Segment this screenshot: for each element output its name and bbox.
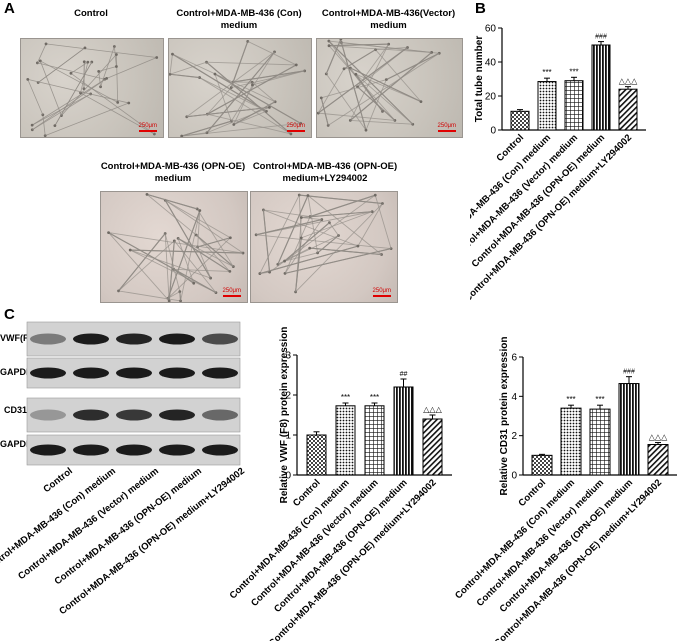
y-tick-label: 20	[485, 92, 497, 103]
blot-lane-label: Control	[41, 466, 74, 495]
scale-bar-label: 250μm	[139, 123, 157, 129]
x-tick-label: Control+MDA-MB-436 (Vector) medium	[249, 477, 381, 609]
micrograph-image-2: 250μm	[316, 38, 463, 138]
blot-band	[159, 445, 195, 456]
significance-label: ***	[370, 393, 379, 402]
micrograph-title-line: Control	[20, 8, 162, 20]
bar	[307, 435, 326, 475]
scale-bar-line	[438, 130, 456, 132]
scale-bar-label: 250μm	[287, 123, 305, 129]
micrograph-image-1: 250μm	[168, 38, 312, 138]
panel-letter-a: A	[4, 0, 15, 17]
significance-label: ##	[400, 371, 408, 378]
micrograph-title-3: Control+MDA-MB-436 (OPN-OE)medium	[80, 161, 266, 185]
blot-band	[159, 410, 195, 421]
micrograph-image-0: 250μm	[20, 38, 164, 138]
micrograph-title-line: Control+MDA-MB-436 (OPN-OE)	[245, 161, 405, 173]
scale-bar: 250μm	[287, 123, 305, 132]
y-tick-label: 2	[511, 431, 517, 442]
blot-band	[116, 368, 152, 379]
blot-band	[73, 368, 109, 379]
blot-band	[73, 445, 109, 456]
significance-label: ***	[542, 68, 551, 77]
y-tick-label: 0	[490, 126, 496, 137]
bar	[648, 445, 668, 475]
micrograph-image-3: 250μm	[100, 191, 248, 303]
blot-band	[30, 410, 66, 421]
bar	[592, 45, 610, 130]
micrograph-title-line: medium	[80, 173, 266, 185]
micrograph-title-line: medium	[168, 20, 310, 32]
blot-band	[116, 334, 152, 345]
blot-band	[116, 410, 152, 421]
x-tick-label: Control+MDA-MB-436 (OPN-OE) medium	[498, 477, 635, 614]
micrograph-title-line: Control+MDA-MB-436 (OPN-OE)	[80, 161, 266, 173]
significance-label: ***	[569, 67, 578, 76]
blot-bands	[0, 318, 245, 466]
significance-label: ***	[341, 393, 350, 402]
scale-bar-label: 250μm	[373, 288, 391, 294]
bar	[365, 406, 384, 475]
y-axis-label: Relative CD31 protein expression	[499, 337, 510, 496]
scale-bar-line	[287, 130, 305, 132]
bar	[336, 406, 355, 475]
micrograph-title-line: medium+LY294002	[245, 173, 405, 185]
blot-band	[30, 368, 66, 379]
y-tick-label: 4	[511, 392, 517, 403]
significance-label: △△△	[649, 433, 668, 442]
x-tick-label: Control+MDA-MB-436 (OPN-OE) medium	[272, 477, 409, 614]
bar	[538, 82, 556, 130]
micrograph-image-4: 250μm	[250, 191, 398, 303]
y-tick-label: 40	[485, 58, 497, 69]
bar	[565, 81, 583, 130]
micrograph-title-1: Control+MDA-MB-436 (Con)medium	[168, 8, 310, 32]
scale-bar: 250μm	[373, 288, 391, 297]
blot-band	[116, 445, 152, 456]
micrograph-title-line: Control+MDA-MB-436(Vector)	[316, 8, 461, 20]
scale-bar-line	[223, 295, 241, 297]
micrograph-title-2: Control+MDA-MB-436(Vector)medium	[316, 8, 461, 32]
significance-label: △△△	[619, 77, 638, 86]
micrograph-title-4: Control+MDA-MB-436 (OPN-OE)medium+LY2940…	[245, 161, 405, 185]
significance-label: ###	[595, 34, 607, 41]
blot-band	[73, 410, 109, 421]
scale-bar: 250μm	[223, 288, 241, 297]
blot-band	[30, 334, 66, 345]
micrograph-title-0: Control	[20, 8, 162, 20]
panel-letter-b: B	[475, 0, 486, 17]
y-axis-label: Relative VWF (F8) protein expression	[279, 327, 290, 504]
y-tick-label: 60	[485, 24, 497, 35]
blot-band	[73, 334, 109, 345]
significance-label: ###	[623, 369, 635, 376]
bar	[394, 387, 413, 475]
scale-bar-label: 250μm	[438, 123, 456, 129]
y-tick-label: 0	[511, 471, 517, 482]
bar	[511, 111, 529, 130]
blot-band	[30, 445, 66, 456]
micrograph-title-line: Control+MDA-MB-436 (Con)	[168, 8, 310, 20]
micrograph-title-line: medium	[316, 20, 461, 32]
scale-bar-label: 250μm	[223, 288, 241, 294]
bar	[561, 408, 581, 475]
y-tick-label: 6	[511, 353, 517, 364]
scale-bar-line	[139, 130, 157, 132]
blot-band	[159, 334, 195, 345]
significance-label: ***	[595, 395, 604, 404]
y-axis-label: Total tube number	[474, 36, 485, 123]
scale-bar: 250μm	[139, 123, 157, 132]
bar	[619, 89, 637, 130]
bar	[532, 455, 552, 475]
x-tick-label: Control+MDA-MB-436 (Vector) medium	[475, 477, 607, 609]
scale-bar-line	[373, 295, 391, 297]
significance-label: ***	[566, 395, 575, 404]
bar	[619, 384, 639, 475]
scale-bar: 250μm	[438, 123, 456, 132]
blot-band	[159, 368, 195, 379]
bar	[590, 409, 610, 475]
